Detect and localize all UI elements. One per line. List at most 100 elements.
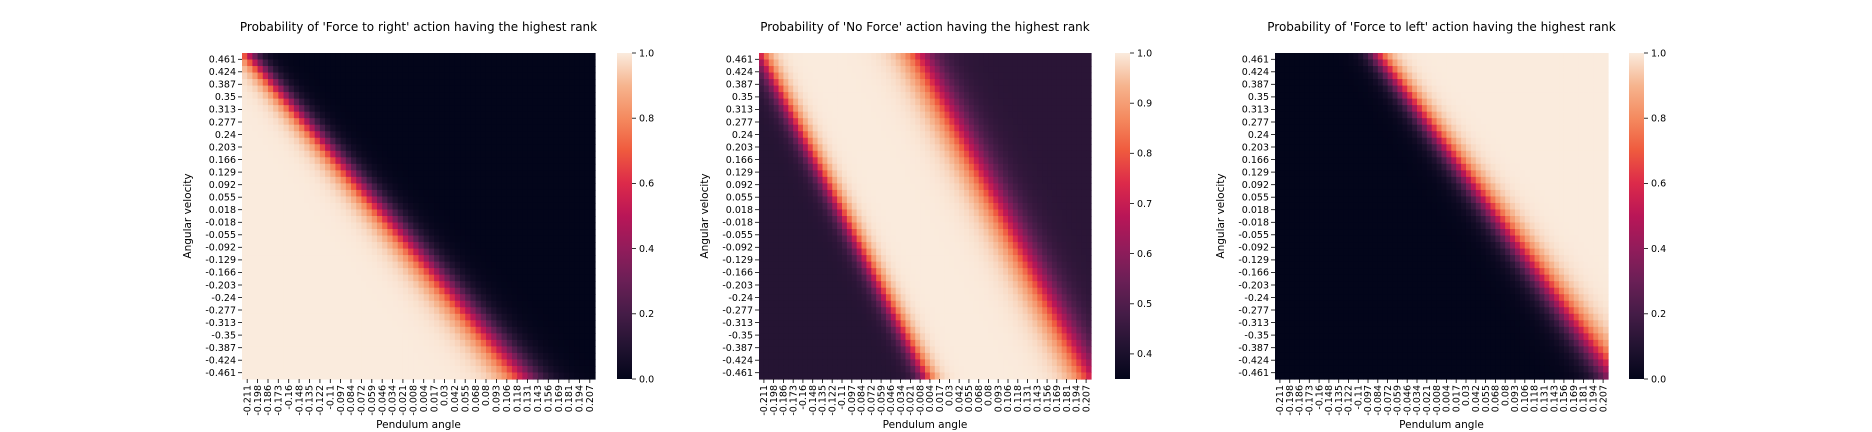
heatmap-cell <box>925 59 931 67</box>
heatmap-cell <box>371 287 378 295</box>
heatmap-cell <box>944 137 951 145</box>
heatmap-cell <box>480 170 487 178</box>
heatmap-cell <box>574 300 581 308</box>
heatmap-cell <box>304 281 311 289</box>
heatmap-cell <box>319 365 326 374</box>
heatmap-cell <box>382 144 388 152</box>
heatmap-cell <box>434 66 440 74</box>
heatmap-cell <box>376 66 383 74</box>
heatmap-cell <box>511 124 518 132</box>
heatmap-cell <box>413 163 420 171</box>
heatmap-cell <box>569 157 575 165</box>
y-tick-label: 0.277 <box>209 117 236 128</box>
heatmap-cell <box>351 53 357 61</box>
heatmap-cell <box>532 124 539 132</box>
heatmap-cell <box>392 53 399 61</box>
heatmap-cell <box>527 105 534 113</box>
heatmap-cell <box>817 144 824 152</box>
heatmap-cell <box>1012 150 1019 158</box>
heatmap-cell <box>1017 105 1024 113</box>
heatmap-cell <box>382 359 388 367</box>
heatmap-cell <box>934 79 941 87</box>
heatmap-cell <box>252 53 259 61</box>
heatmap-cell <box>293 105 300 113</box>
heatmap-cell <box>340 352 347 361</box>
heatmap-cell <box>340 157 347 165</box>
heatmap-cell <box>1071 53 1077 61</box>
heatmap-cell <box>252 235 259 243</box>
heatmap-cell <box>366 196 373 204</box>
heatmap-cell <box>325 313 331 321</box>
heatmap-cell <box>532 79 539 87</box>
heatmap-cell <box>330 242 337 250</box>
heatmap-cell <box>558 216 565 224</box>
heatmap-cell <box>506 59 513 67</box>
heatmap-cell <box>257 209 264 217</box>
heatmap-cell <box>817 85 824 93</box>
heatmap-cell <box>402 313 409 321</box>
heatmap-cell <box>371 137 378 145</box>
heatmap-cell <box>371 144 378 152</box>
heatmap-cell <box>283 365 290 374</box>
heatmap-cell <box>1012 79 1019 87</box>
heatmap-cell <box>1003 53 1009 61</box>
heatmap-cell <box>444 157 451 165</box>
heatmap-cell <box>475 333 482 341</box>
heatmap-cell <box>511 66 518 74</box>
heatmap-cell <box>900 131 907 139</box>
heatmap-cell <box>330 176 337 184</box>
heatmap-cell <box>1086 163 1092 171</box>
heatmap-cell <box>890 53 897 61</box>
heatmap-cell <box>314 333 321 341</box>
heatmap-cell <box>475 229 482 237</box>
heatmap-cell <box>454 352 461 361</box>
heatmap-cell <box>480 352 487 361</box>
heatmap-cell <box>1081 170 1087 178</box>
heatmap-cell <box>392 150 399 158</box>
heatmap-cell <box>569 333 575 341</box>
heatmap-cell <box>387 372 394 380</box>
heatmap-cell <box>537 222 544 230</box>
heatmap-cell <box>325 79 331 87</box>
heatmap-cell <box>475 320 482 328</box>
heatmap-cell <box>439 320 446 328</box>
heatmap-cell <box>465 183 472 191</box>
heatmap-cell <box>418 268 425 276</box>
heatmap-cell <box>330 163 337 171</box>
heatmap-cell <box>537 235 544 243</box>
heatmap-cell <box>402 170 409 178</box>
heatmap-cell <box>340 313 347 321</box>
heatmap-cell <box>929 72 936 80</box>
heatmap-cell <box>361 235 368 243</box>
heatmap-cell <box>763 111 770 119</box>
heatmap-cell <box>532 268 539 276</box>
heatmap-cell <box>392 111 399 119</box>
heatmap-cell <box>929 105 936 113</box>
heatmap-cell <box>871 118 877 126</box>
heatmap-cell <box>543 144 549 152</box>
heatmap-cell <box>1076 163 1082 171</box>
heatmap-cell <box>288 137 295 145</box>
heatmap-cell <box>371 124 378 132</box>
heatmap-cell <box>314 105 321 113</box>
heatmap-cell <box>299 222 305 230</box>
heatmap-cell <box>1042 98 1048 106</box>
heatmap-cell <box>283 307 290 315</box>
heatmap-cell <box>511 202 518 211</box>
heatmap-cell <box>491 300 497 308</box>
heatmap-cell <box>340 196 347 204</box>
heatmap-cell <box>449 157 456 165</box>
heatmap-cell <box>496 183 503 191</box>
heatmap-cell <box>475 79 482 87</box>
heatmap-cell <box>1017 144 1024 152</box>
heatmap-cell <box>812 157 819 165</box>
heatmap-cell <box>817 183 824 191</box>
heatmap-cell <box>309 118 316 126</box>
heatmap-cell <box>968 53 975 61</box>
heatmap-cell <box>273 281 279 289</box>
heatmap-cell <box>1032 144 1038 152</box>
heatmap-cell <box>574 352 581 361</box>
heatmap-cell <box>252 229 259 237</box>
heatmap-cell <box>881 137 887 145</box>
heatmap-cell <box>262 105 269 113</box>
